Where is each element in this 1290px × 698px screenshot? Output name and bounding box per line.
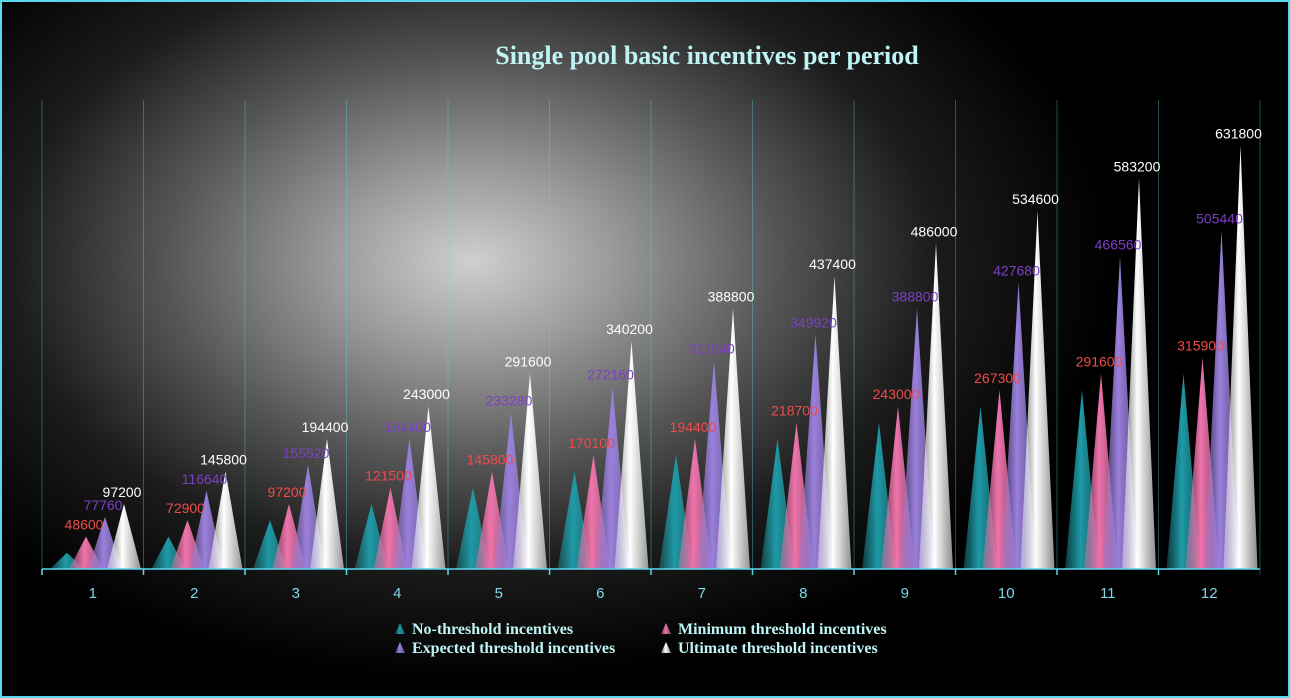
data-label: 121500	[365, 468, 412, 484]
category-dividers	[41, 100, 1261, 575]
data-label: 194400	[384, 419, 431, 435]
legend-marker	[661, 623, 671, 634]
data-label: 388800	[708, 289, 755, 305]
cone-bar	[716, 308, 750, 569]
legend-item: Expected threshold incentives	[395, 640, 615, 657]
x-tick-label: 3	[292, 585, 300, 602]
cone-bar	[1223, 145, 1258, 569]
x-axis-ticks: 1 2 3 4 5 6 7 8 9 10 11 12	[41, 569, 1218, 602]
x-tick-label: 8	[799, 585, 807, 602]
data-label: 291600	[505, 354, 552, 370]
data-label: 77760	[84, 497, 123, 513]
x-tick-label: 12	[1201, 585, 1218, 602]
data-label: 72900	[166, 500, 205, 516]
data-label: 218700	[771, 402, 818, 418]
data-label: 340200	[606, 321, 653, 337]
data-label: 437400	[809, 256, 856, 272]
data-label: 311040	[689, 341, 735, 357]
data-label: 170100	[568, 435, 615, 451]
data-label: 243000	[403, 386, 450, 402]
data-label: 315900	[1177, 337, 1224, 353]
data-label: 194400	[670, 419, 717, 435]
cone-bar	[513, 373, 547, 569]
data-label: 48600	[65, 516, 104, 532]
cone-bar	[411, 406, 446, 569]
bar-series	[50, 145, 1258, 570]
data-label: 466560	[1095, 236, 1142, 252]
x-tick-label: 1	[89, 585, 97, 602]
legend-label: Minimum threshold incentives	[678, 621, 887, 638]
x-tick-label: 7	[698, 585, 706, 602]
data-label: 155520	[283, 445, 330, 461]
data-label: 194400	[302, 419, 349, 435]
x-tick-label: 10	[998, 585, 1015, 602]
data-label: 427680	[993, 262, 1040, 278]
data-label: 243000	[873, 386, 920, 402]
legend: No-threshold incentives Minimum threshold…	[395, 621, 887, 657]
legend-label: No-threshold incentives	[412, 621, 573, 638]
legend-marker	[661, 642, 671, 653]
cone-bar	[208, 471, 243, 569]
data-label: 291600	[1076, 354, 1123, 370]
cone-bar	[1020, 210, 1055, 569]
data-label: 583200	[1114, 158, 1161, 174]
legend-marker	[395, 642, 405, 653]
data-label: 505440	[1196, 210, 1243, 226]
data-label: 272160	[587, 367, 634, 383]
data-label: 631800	[1215, 126, 1262, 142]
x-tick-label: 5	[495, 585, 503, 602]
x-tick-label: 9	[901, 585, 909, 602]
data-label: 116640	[182, 471, 228, 487]
data-label: 267300	[974, 370, 1021, 386]
legend-label: Expected threshold incentives	[412, 640, 615, 657]
x-tick-label: 4	[393, 585, 401, 602]
data-label: 534600	[1012, 191, 1059, 207]
data-label: 97200	[268, 484, 307, 500]
data-labels: 4860077760972007290011664014580097200155…	[65, 126, 1263, 533]
legend-item: No-threshold incentives	[395, 621, 573, 638]
x-tick-label: 6	[596, 585, 604, 602]
cone-bar	[107, 503, 141, 569]
x-tick-label: 2	[190, 585, 198, 602]
legend-label: Ultimate threshold incentives	[678, 640, 878, 657]
data-label: 145800	[200, 451, 247, 467]
data-label: 349920	[790, 315, 837, 331]
data-label: 97200	[103, 484, 142, 500]
legend-marker	[395, 623, 405, 634]
legend-item: Minimum threshold incentives	[661, 621, 887, 638]
legend-item: Ultimate threshold incentives	[661, 640, 878, 657]
chart-title: Single pool basic incentives per period	[495, 41, 919, 70]
cone-bar	[310, 438, 344, 569]
cone-bar	[817, 275, 852, 569]
cone-bar	[1122, 178, 1156, 570]
data-label: 486000	[911, 223, 958, 239]
cone-bar	[919, 243, 953, 569]
cone-bar	[614, 341, 649, 569]
data-label: 145800	[467, 451, 514, 467]
x-tick-label: 11	[1100, 585, 1116, 602]
data-label: 388800	[892, 289, 939, 305]
data-label: 233280	[486, 393, 533, 409]
